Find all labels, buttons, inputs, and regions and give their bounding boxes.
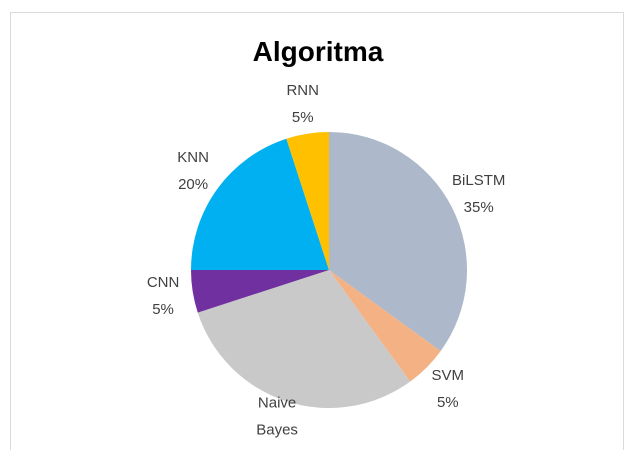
data-label: RNN 5%	[268, 77, 338, 131]
pie-slice	[286, 132, 329, 270]
slice-name: RNN	[286, 82, 319, 100]
chart-frame	[10, 12, 624, 450]
slice-value: 5%	[152, 301, 174, 319]
slice-value: 20%	[178, 176, 209, 194]
slice-value: 5%	[436, 393, 459, 411]
pie-slice	[329, 270, 441, 382]
pie-slice	[191, 138, 329, 270]
slice-value: 35%	[463, 198, 494, 216]
pie-slice	[191, 270, 329, 313]
slice-name: CNN	[146, 274, 180, 292]
slice-value: 5%	[291, 109, 314, 127]
slice-name: BiLSTM	[452, 171, 506, 189]
data-label: Naive Bayes 30%	[242, 389, 312, 450]
data-label: BiLSTM 35%	[444, 167, 514, 221]
pie-slice	[197, 270, 411, 409]
data-label: KNN 20%	[158, 144, 228, 198]
slice-name: Naive Bayes	[256, 394, 298, 439]
data-label: CNN 5%	[128, 269, 198, 323]
slice-name: SVM	[431, 366, 465, 384]
slice-value: 30%	[242, 443, 312, 450]
data-label: SVM 5%	[413, 362, 483, 416]
slice-name: KNN	[177, 149, 209, 167]
pie-slice	[329, 132, 468, 352]
chart-title: Algoritma	[252, 36, 384, 67]
